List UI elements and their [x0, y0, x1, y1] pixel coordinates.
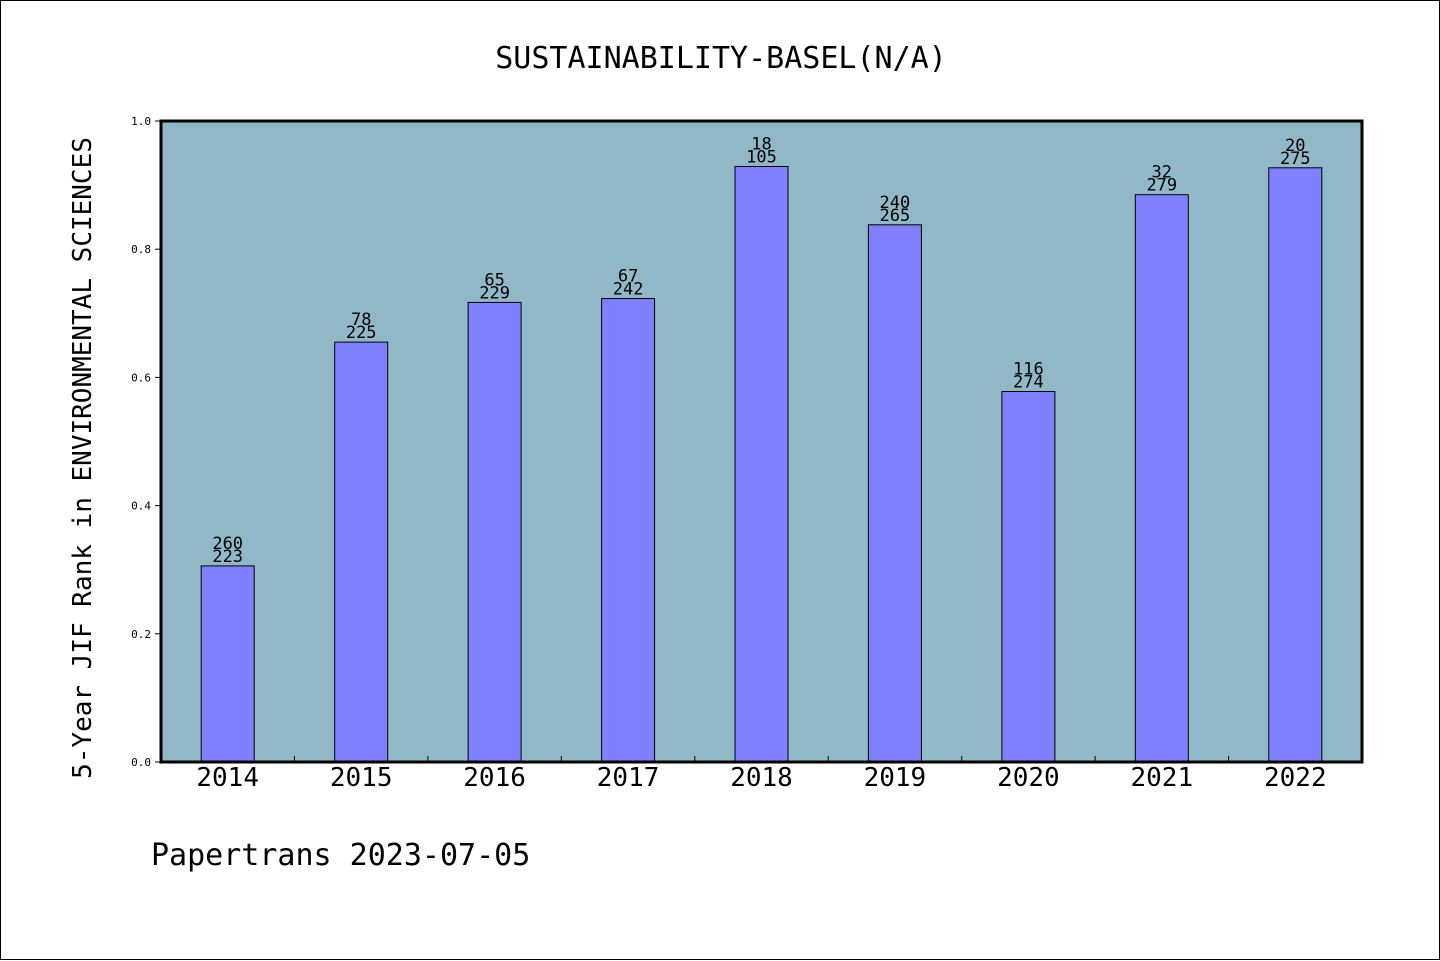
y-tick-label-1.0: 1.0 [131, 115, 151, 128]
x-tick-label-2020: 2020 [997, 763, 1060, 793]
bar-label-bottom-2015: 225 [346, 323, 377, 343]
y-tick-label-0.2: 0.2 [131, 628, 151, 641]
x-tick-label-2014: 2014 [196, 763, 259, 793]
x-tick-label-2021: 2021 [1130, 763, 1193, 793]
y-axis-label: 5-Year JIF Rank in ENVIRONMENTAL SCIENCE… [68, 137, 98, 779]
x-tick-label-2022: 2022 [1264, 763, 1327, 793]
bar-label-bottom-2022: 275 [1280, 149, 1311, 169]
x-tick-label-2016: 2016 [463, 763, 526, 793]
bar-2022 [1268, 167, 1323, 763]
bar-label-top-2017: 67 [618, 267, 638, 287]
bar-label-bottom-2020: 274 [1013, 373, 1044, 393]
x-tick-label-2018: 2018 [730, 763, 793, 793]
y-tick-label-0.8: 0.8 [131, 243, 151, 256]
bar-2021 [1134, 194, 1189, 763]
bar-label-top-2019: 240 [880, 193, 911, 213]
bar-label-top-2018: 18 [751, 135, 771, 155]
bar-2014 [200, 565, 255, 763]
bar-label-top-2015: 78 [351, 310, 371, 330]
bar-label-bottom-2018: 105 [746, 148, 777, 168]
bar-label-top-2022: 20 [1285, 136, 1305, 156]
x-tick-label-2015: 2015 [330, 763, 393, 793]
bar-2019 [867, 224, 922, 763]
x-tick-label-2017: 2017 [597, 763, 660, 793]
bar-label-top-2016: 65 [484, 270, 504, 290]
y-tick-label-0.4: 0.4 [131, 500, 151, 513]
bar-label-top-2014: 260 [212, 534, 243, 554]
bar-label-bottom-2016: 229 [479, 283, 510, 303]
bar-2018 [734, 166, 789, 763]
x-ticks-layer: 2014 2015 2016 2017 2018 2019 2020 2021 2022 [196, 756, 1327, 793]
bar-label-top-2021: 32 [1152, 163, 1172, 183]
bar-label-bottom-2017: 242 [613, 280, 644, 300]
y-ticks-layer: 0.0 0.2 0.4 0.6 0.8 1.0 [131, 115, 161, 769]
bar-2017 [601, 298, 656, 763]
bar-2020 [1001, 391, 1056, 763]
y-tick-label-0.0: 0.0 [131, 756, 151, 769]
bar-label-bottom-2021: 279 [1146, 176, 1177, 196]
bar-2016 [467, 301, 522, 763]
chart-title: SUSTAINABILITY-BASEL(N/A) [495, 41, 947, 76]
bar-2015 [334, 341, 389, 763]
footer-credit: Papertrans 2023-07-05 [151, 838, 530, 873]
y-tick-label-0.6: 0.6 [131, 371, 151, 384]
plot-border [159, 119, 1364, 764]
x-tick-label-2019: 2019 [864, 763, 927, 793]
bar-label-bottom-2019: 265 [880, 206, 911, 226]
bar-label-top-2020: 116 [1013, 360, 1044, 380]
bar-label-bottom-2014: 223 [212, 547, 243, 567]
